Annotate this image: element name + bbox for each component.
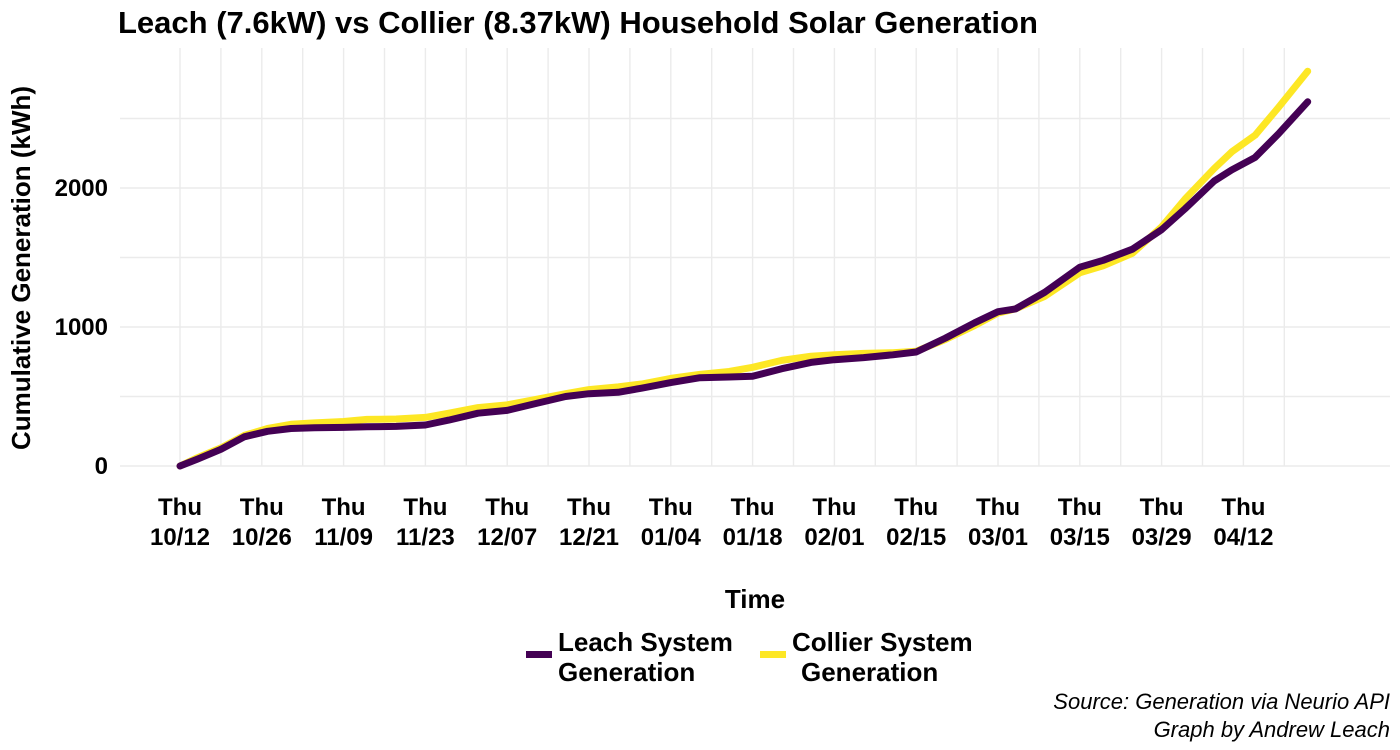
y-tick-label: 2000: [55, 175, 108, 202]
x-tick-label: Thu 11/09: [314, 494, 373, 551]
series-line-leach: [176, 98, 1312, 470]
y-tick-label: 0: [95, 453, 108, 480]
x-tick-label: Thu 01/04: [641, 494, 702, 551]
y-axis-title: Cumulative Generation (kWh): [6, 86, 36, 450]
x-tick-label: Thu 12/21: [559, 494, 619, 551]
x-tick-label: Thu 01/18: [723, 494, 783, 551]
legend-label: Leach System Generation: [558, 627, 733, 687]
x-axis-ticks: Thu 10/12 Thu 10/26 Thu 11/09 Thu 11/23 Thu 12/07…: [150, 494, 1273, 551]
x-axis-title: Time: [725, 584, 785, 614]
x-tick-label: Thu 03/29: [1132, 494, 1192, 551]
series-lines: [176, 67, 1312, 470]
legend-key: [760, 651, 786, 658]
x-tick-label: Thu 02/01: [804, 494, 864, 551]
chart-title: Leach (7.6kW) vs Collier (8.37kW) Househ…: [118, 5, 1038, 40]
x-tick-label: Thu 03/01: [968, 494, 1028, 551]
x-tick-label: Thu 10/26: [232, 494, 292, 551]
legend: Leach System Generation Collier System Gene…: [526, 627, 973, 687]
gridlines: [120, 48, 1390, 467]
x-tick-label: Thu 12/07: [477, 494, 537, 551]
x-tick-label: Thu 10/12: [150, 494, 210, 551]
y-tick-label: 1000: [55, 314, 108, 341]
caption-source: Source: Generation via Neurio API: [1053, 689, 1390, 714]
x-tick-label: Thu 03/15: [1050, 494, 1110, 551]
x-tick-label: Thu 11/23: [396, 494, 455, 551]
legend-label: Collier System Generation: [792, 627, 973, 687]
x-tick-label: Thu 02/15: [886, 494, 946, 551]
legend-key: [526, 651, 552, 658]
x-tick-label: Thu 04/12: [1213, 494, 1273, 551]
y-axis-ticks: 0 1000 2000: [55, 175, 108, 480]
caption-author: Graph by Andrew Leach: [1154, 717, 1390, 742]
series-line-collier: [176, 67, 1312, 470]
